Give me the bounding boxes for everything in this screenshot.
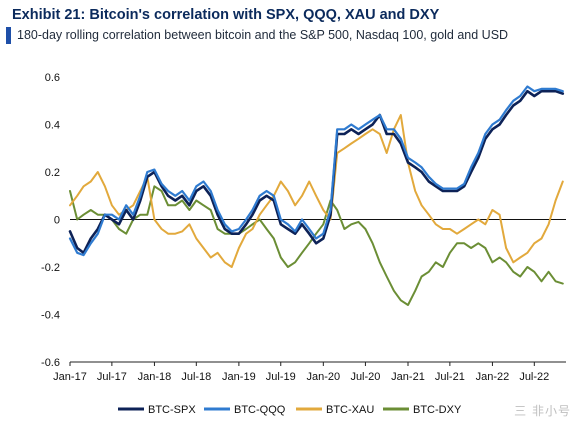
x-tick-label: Jan-21 [391,371,425,383]
x-tick-label: Jan-19 [222,371,256,383]
y-tick-label: -0.4 [41,310,60,322]
watermark-logo: 三 非小号 [514,404,571,418]
series-line-btc-qqq [68,85,564,257]
x-tick-label: Jul-20 [350,371,380,383]
y-tick-label: 0.4 [45,120,60,132]
series-line-btc-xau [69,114,564,268]
x-tick-label: Jul-22 [519,371,549,383]
series-line-btc-spx [68,89,565,255]
legend-label: BTC-SPX [148,404,196,416]
legend-label: BTC-QQQ [234,404,286,416]
x-tick-label: Jan-17 [53,371,87,383]
y-tick-label: 0.6 [45,72,60,84]
y-tick-label: 0.2 [45,167,60,179]
chart-legend: BTC-SPX BTC-QQQ BTC-XAU BTC-DXY [118,404,462,416]
y-tick-label: -0.2 [41,262,60,274]
chart-header: Exhibit 21: Bitcoin's correlation with S… [6,6,573,44]
chart-subtitle: 180-day rolling correlation between bitc… [6,27,573,44]
x-tick-label: Jul-17 [97,371,127,383]
chart-title: Exhibit 21: Bitcoin's correlation with S… [12,7,440,23]
x-tick-label: Jul-21 [435,371,465,383]
x-tick-label: Jul-18 [181,371,211,383]
legend-label: BTC-DXY [413,404,462,416]
legend-label: BTC-XAU [326,404,374,416]
x-tick-label: Jan-20 [307,371,341,383]
y-tick-label: -0.6 [41,357,60,369]
series-line-btc-dxy [69,185,564,306]
y-tick-label: 0 [54,215,60,227]
series-layer [68,85,565,306]
x-tick-label: Jan-22 [476,371,510,383]
x-tick-label: Jan-18 [138,371,172,383]
x-tick-label: Jul-19 [266,371,296,383]
chart-axes: -0.6 -0.4 -0.2 0 0.2 0.4 0.6 Jan-17 Jul-17 Jan-18… [41,72,566,383]
